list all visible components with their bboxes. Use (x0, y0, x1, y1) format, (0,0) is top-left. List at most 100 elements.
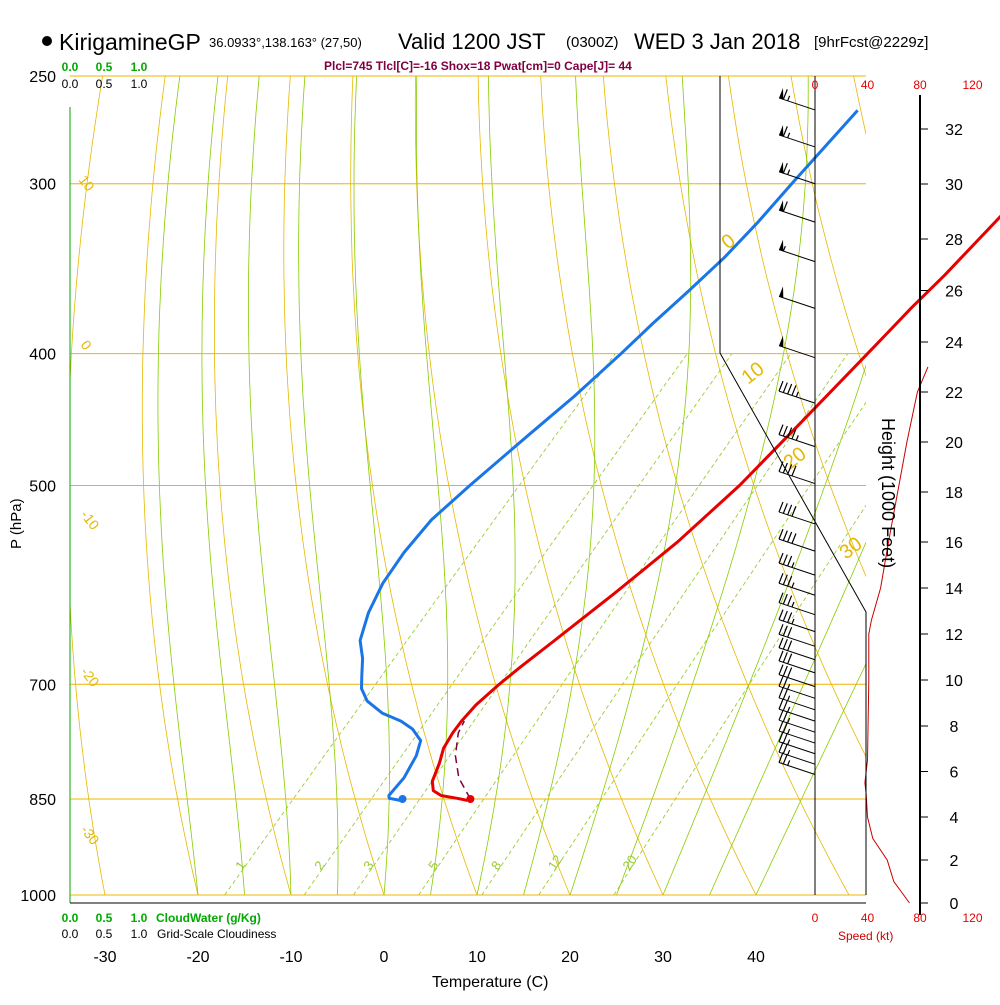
wind-barb-flag (779, 381, 783, 391)
speed-tick-label: 80 (913, 78, 927, 92)
wind-barb-shaft (779, 634, 815, 646)
height-tick-label: 24 (945, 335, 963, 352)
wind-barb-flag (779, 665, 783, 675)
height-tick-label: 32 (945, 122, 963, 139)
wind-barb-flag (788, 532, 792, 542)
height-tick-label: 26 (945, 284, 963, 301)
height-tick-label: 30 (945, 177, 963, 194)
dry-adiabat-label: -10 (78, 507, 103, 533)
speed-axis-title: Speed (kt) (838, 929, 893, 943)
wind-barb (779, 665, 815, 687)
dry-adiabat-line (973, 52, 1000, 924)
wind-barb-flag (788, 654, 792, 664)
height-tick-label: 0 (950, 896, 959, 913)
wind-barb-flag (788, 596, 792, 606)
temperature-tick-label: 30 (654, 949, 672, 966)
mixing-ratio-line (353, 354, 732, 895)
cloudiness-label: Grid-Scale Cloudiness (157, 927, 276, 941)
wind-barb-flag (788, 384, 792, 394)
wind-barb-pennant (779, 200, 783, 211)
moist-adiabat-line (570, 52, 691, 895)
wind-barb-half-flag (796, 435, 798, 440)
temperature-line (432, 110, 1000, 800)
moist-adiabat-label: 30 (836, 533, 867, 564)
moist-adiabat-line (524, 52, 595, 895)
wind-barb-flag (783, 652, 787, 662)
wind-barb-flag (779, 610, 783, 620)
wind-barb-shaft (779, 172, 815, 184)
wind-barb-pennant (779, 240, 783, 251)
speed-tick-label: 120 (962, 78, 982, 92)
wind-barb (779, 336, 815, 358)
wind-barb-shaft (779, 648, 815, 660)
wind-barb-flag (779, 676, 783, 686)
wind-barb-half-flag (796, 392, 798, 397)
wind-barb-flag (783, 689, 787, 699)
chart-header: KirigamineGP 36.0933°,138.163° (27,50) V… (42, 29, 928, 73)
wind-barb-flag (783, 678, 787, 688)
cloudiness-tick-label: 0.5 (96, 927, 113, 941)
wind-barb-flag (783, 626, 787, 636)
wind-barb-flag (779, 721, 783, 731)
wind-barb-half-flag (788, 684, 790, 689)
wind-barb-flag (783, 503, 787, 513)
moist-adiabat-line (663, 52, 942, 895)
height-tick-label: 6 (950, 765, 959, 782)
mixing-ratio-line (304, 354, 687, 895)
cloud-water-label: CloudWater (g/Kg) (156, 911, 261, 925)
wind-barb-flag (783, 666, 787, 676)
wind-barb-flag (788, 613, 792, 623)
pressure-tick-label: 400 (29, 347, 56, 364)
wind-barb-flag (783, 202, 787, 212)
cloudiness-tick-label: 1.0 (131, 77, 148, 91)
sounding-indices: Plcl=745 Tlcl[C]=-16 Shox=18 Pwat[cm]=0 … (324, 59, 632, 73)
wind-barb (779, 240, 815, 262)
wind-barb-flag (788, 556, 792, 566)
wind-barb-flag (783, 531, 787, 541)
wind-barb-flag (788, 667, 792, 677)
surface-dewpoint-dot (399, 795, 407, 803)
valid-time: Valid 1200 JST (398, 29, 546, 54)
wind-barb-flag (783, 754, 787, 764)
temperature-tick-label: -10 (279, 949, 302, 966)
dry-adiabat-line (849, 52, 1000, 924)
wind-barb-shaft (779, 661, 815, 673)
height-tick-label: 22 (945, 385, 963, 402)
wind-barb (779, 638, 815, 660)
wind-barb-shaft (779, 135, 815, 147)
wind-barb-flag (783, 722, 787, 732)
wind-barb-flag (792, 385, 796, 395)
height-tick-label: 12 (945, 627, 963, 644)
cloudiness-tick-label: 0.0 (62, 77, 79, 91)
cloud-water-tick-label: 0.0 (62, 911, 79, 925)
wind-barb-shaft (779, 210, 815, 222)
wind-barb-half-flag (788, 750, 790, 755)
wind-barb-flag (792, 506, 796, 516)
wind-barb-pennant (779, 162, 783, 173)
moist-adiabat-line (299, 52, 338, 895)
wind-barb-flag (792, 533, 796, 543)
wind-barb-flag (779, 688, 783, 698)
valid-date: WED 3 Jan 2018 (634, 29, 800, 54)
speed-tick-label: 40 (861, 911, 875, 925)
wind-barb-flag (779, 573, 783, 583)
dry-adiabat-line (214, 52, 299, 924)
temperature-tick-label: 10 (468, 949, 486, 966)
wind-barb (779, 624, 815, 646)
wind-barb (779, 529, 815, 551)
dry-adiabat-label: 0 (78, 337, 96, 353)
moist-adiabat-line (617, 52, 809, 895)
wind-barb-flag (783, 712, 787, 722)
wind-barb-flag (779, 732, 783, 742)
wind-barb (779, 88, 815, 110)
wind-barb (779, 125, 815, 147)
height-tick-label: 8 (950, 719, 959, 736)
speed-tick-label: 40 (861, 78, 875, 92)
height-tick-label: 18 (945, 485, 963, 502)
wind-barb-flag (783, 733, 787, 743)
pressure-tick-label: 500 (29, 479, 56, 496)
wind-barb-pennant (779, 336, 783, 347)
wind-barb-shaft (779, 539, 815, 551)
height-tick-label: 20 (945, 435, 963, 452)
